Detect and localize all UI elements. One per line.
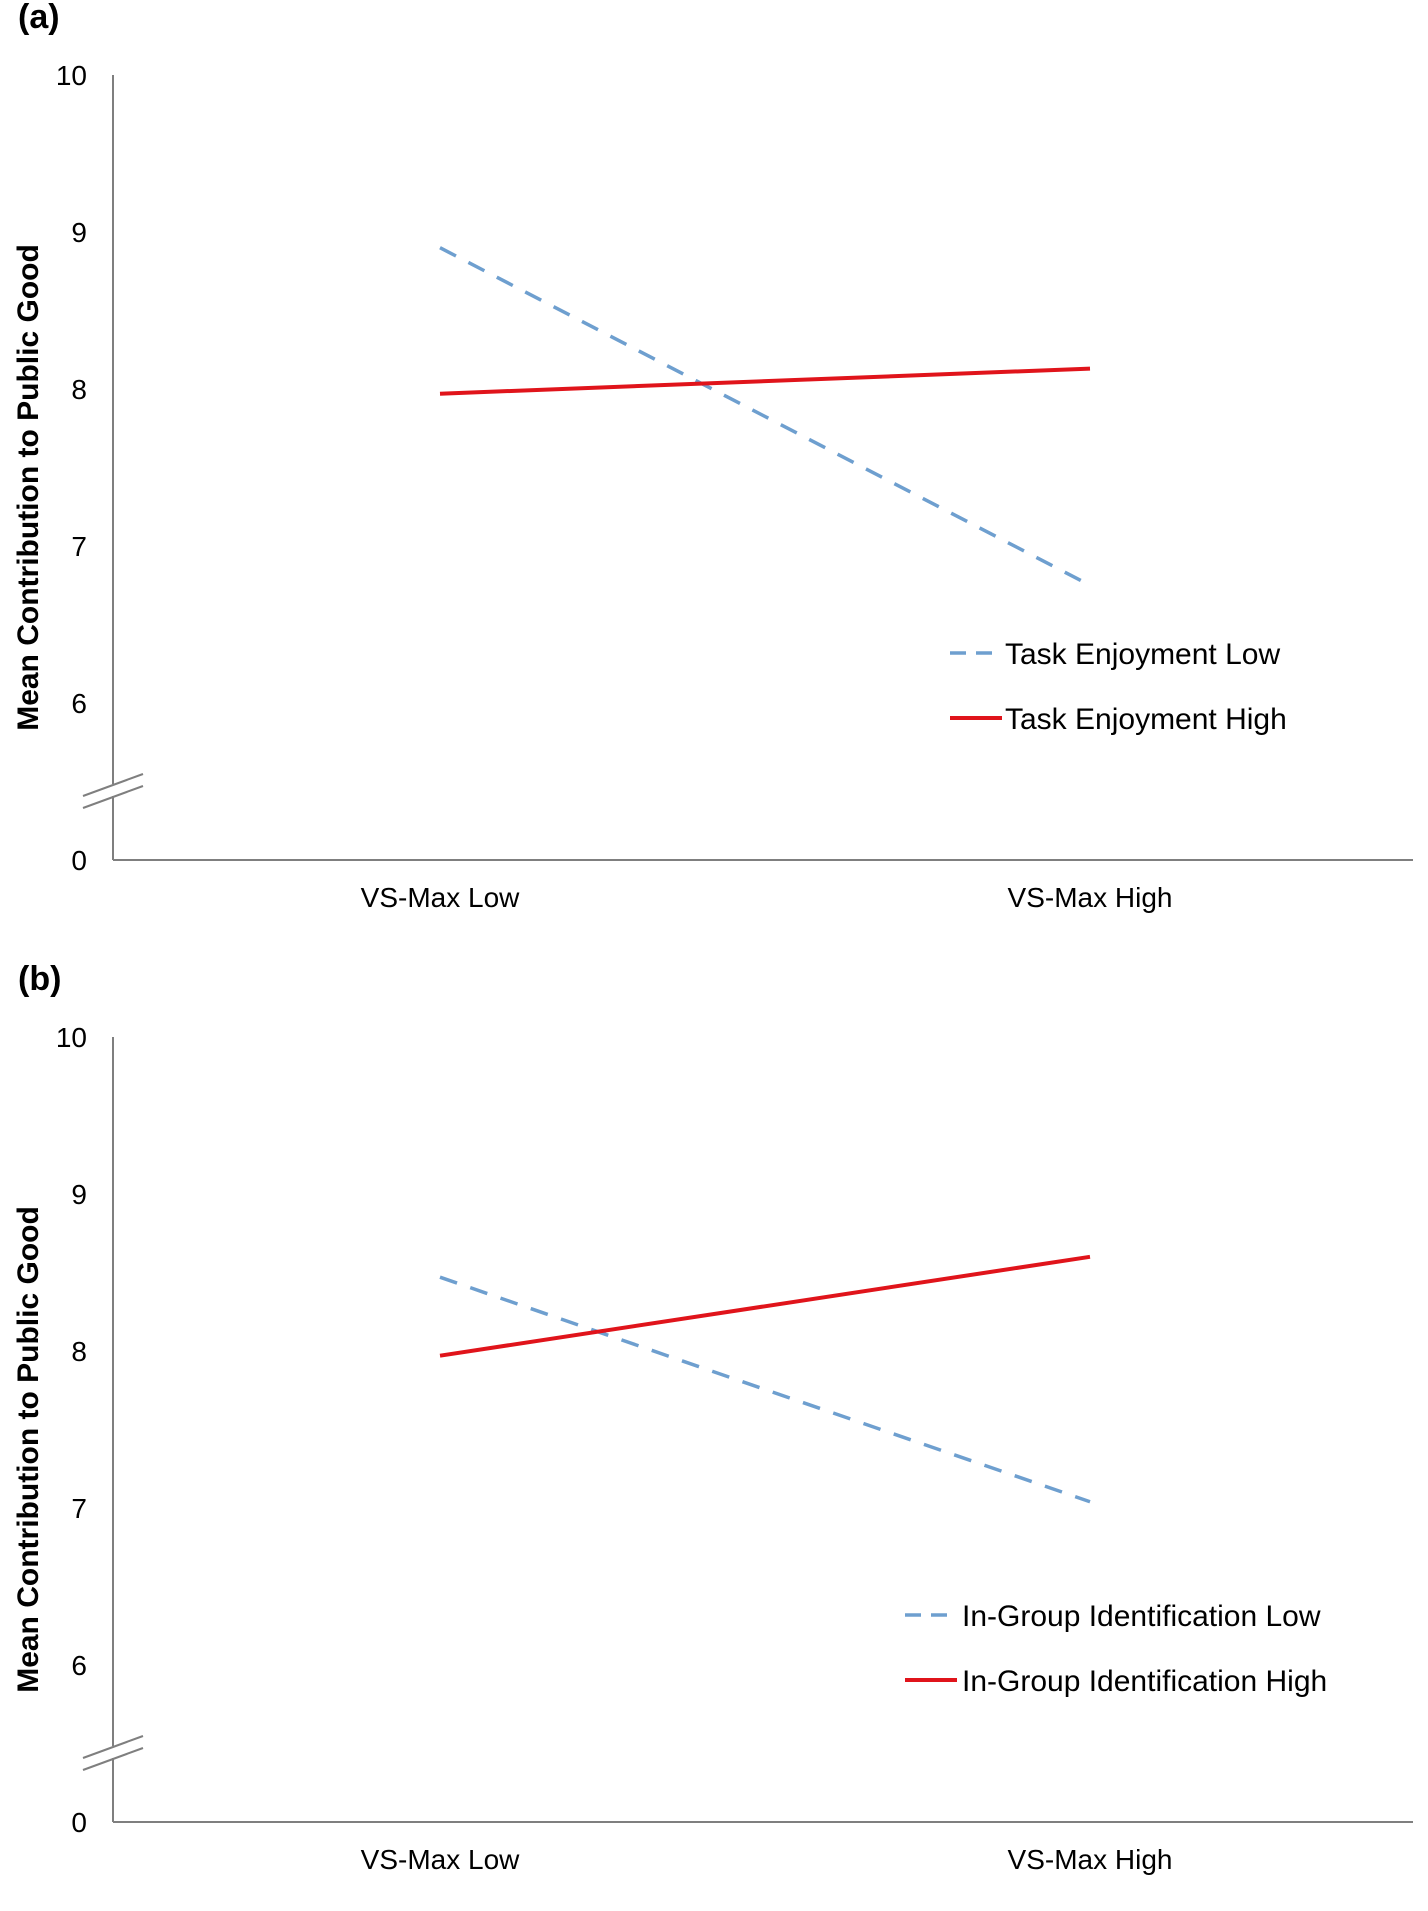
y-tick-label: 8 [71, 1336, 87, 1367]
y-tick-label: 0 [71, 1807, 87, 1838]
panel-label: (b) [18, 960, 62, 998]
series-line-high [439, 1254, 1091, 1358]
y-axis-label: Mean Contribution to Public Good [12, 1206, 45, 1693]
x-tick-label: VS-Max Low [361, 882, 520, 913]
y-tick-label: 8 [71, 374, 87, 405]
y-axis-label: Mean Contribution to Public Good [12, 244, 45, 731]
line-chart: 0 6 7 8 9 10 Mean Contribution to Public Good V… [12, 60, 1413, 913]
chart-panel-b: (b) 0 6 7 8 9 10 Mean Contribution to Public G… [0, 960, 1428, 1911]
y-tick-label: 0 [71, 845, 87, 876]
y-tick-label: 9 [71, 1179, 87, 1210]
y-tick-label: 6 [71, 688, 87, 719]
y-tick-label: 10 [56, 60, 87, 91]
y-tick-label: 6 [71, 1650, 87, 1681]
y-tick-label: 9 [71, 217, 87, 248]
series-line-low [439, 1275, 1091, 1504]
legend-entry: Task Enjoyment High [1005, 703, 1287, 736]
axis-break-mark [82, 1747, 144, 1771]
y-tick-label: 7 [71, 531, 87, 562]
y-tick-label: 7 [71, 1493, 87, 1524]
panel-label: (a) [18, 0, 60, 36]
axis-break-mark [82, 785, 144, 809]
x-tick-label: VS-Max Low [361, 1844, 520, 1875]
chart-panel-a: (a) 0 6 7 8 9 10 Mean Contribution to Public G… [0, 0, 1428, 949]
legend-entry: Task Enjoyment Low [1005, 638, 1280, 671]
line-chart: 0 6 7 8 9 10 Mean Contribution to Public Good V… [12, 1022, 1413, 1875]
legend-entry: In-Group Identification High [962, 1665, 1327, 1698]
axis-break-mark [82, 773, 144, 797]
legend-entry: In-Group Identification Low [962, 1600, 1321, 1633]
y-tick-label: 10 [56, 1022, 87, 1053]
series-line-high [439, 366, 1091, 396]
x-tick-label: VS-Max High [1008, 882, 1173, 913]
x-tick-label: VS-Max High [1008, 1844, 1173, 1875]
axis-break-mark [82, 1735, 144, 1759]
series-line-low [439, 246, 1091, 587]
